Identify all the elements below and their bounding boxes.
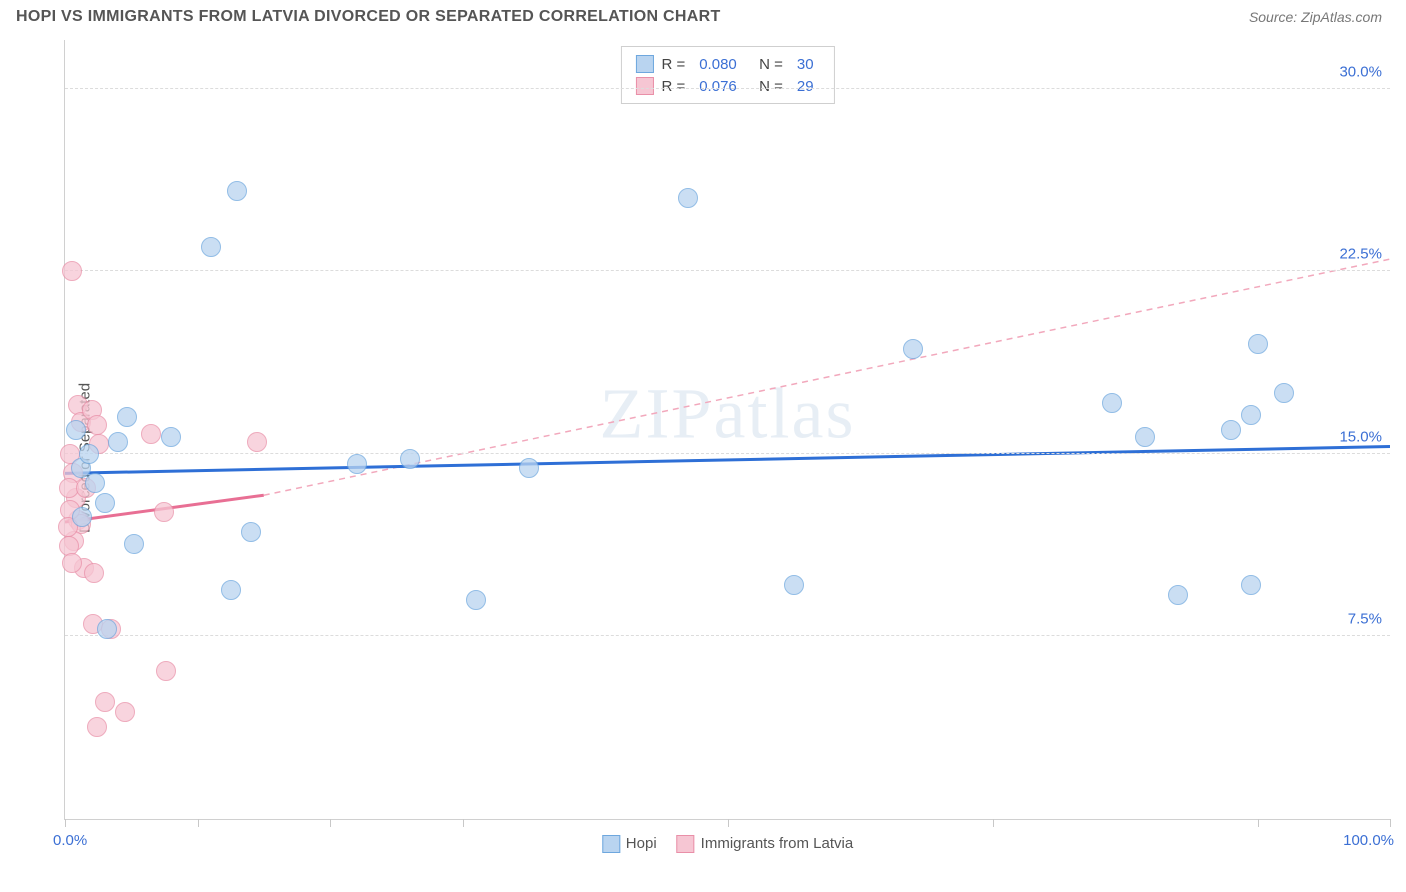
y-tick-label: 30.0% xyxy=(1339,63,1382,80)
legend-row: R = 0.076 N = 29 xyxy=(635,75,819,97)
legend-r-label: R = xyxy=(661,78,685,95)
source-credit: Source: ZipAtlas.com xyxy=(1249,9,1382,25)
legend-r-value: 0.076 xyxy=(699,78,737,95)
trend-lines-svg xyxy=(65,40,1390,819)
scatter-point-hopi xyxy=(85,473,105,493)
scatter-point-latvia xyxy=(87,717,107,737)
x-axis-min-label: 0.0% xyxy=(53,832,87,849)
series-legend-label: Hopi xyxy=(626,835,657,852)
chart-area: Divorced or Separated ZIPatlas R =0.080 … xyxy=(16,40,1390,876)
y-tick-label: 15.0% xyxy=(1339,428,1382,445)
chart-title: HOPI VS IMMIGRANTS FROM LATVIA DIVORCED … xyxy=(16,8,721,26)
x-tick xyxy=(1390,819,1391,827)
legend-swatch xyxy=(602,835,620,853)
scatter-point-hopi xyxy=(1248,334,1268,354)
scatter-point-hopi xyxy=(241,522,261,542)
scatter-point-hopi xyxy=(227,181,247,201)
scatter-point-hopi xyxy=(97,619,117,639)
scatter-point-latvia xyxy=(62,553,82,573)
scatter-point-latvia xyxy=(156,661,176,681)
scatter-point-hopi xyxy=(784,575,804,595)
scatter-point-hopi xyxy=(519,458,539,478)
legend-swatch xyxy=(635,77,653,95)
legend-n-value: 29 xyxy=(797,78,814,95)
scatter-point-latvia xyxy=(62,261,82,281)
scatter-point-hopi xyxy=(66,420,86,440)
scatter-point-hopi xyxy=(400,449,420,469)
scatter-point-hopi xyxy=(117,407,137,427)
scatter-point-latvia xyxy=(84,563,104,583)
correlation-legend: R = 0.080 N = 30 R = 0.076 N = 29 xyxy=(620,46,834,104)
gridline xyxy=(65,270,1390,271)
watermark: ZIPatlas xyxy=(600,372,856,455)
legend-swatch xyxy=(677,835,695,853)
scatter-point-hopi xyxy=(221,580,241,600)
scatter-point-hopi xyxy=(903,339,923,359)
scatter-point-hopi xyxy=(1241,575,1261,595)
scatter-point-latvia xyxy=(154,502,174,522)
watermark-thin: atlas xyxy=(714,373,856,453)
scatter-point-hopi xyxy=(678,188,698,208)
gridline xyxy=(65,635,1390,636)
watermark-bold: ZIP xyxy=(600,373,714,453)
scatter-point-hopi xyxy=(1274,383,1294,403)
series-legend: Hopi Immigrants from Latvia xyxy=(602,835,853,853)
legend-n-label: N = xyxy=(751,56,783,73)
scatter-point-hopi xyxy=(95,493,115,513)
scatter-point-hopi xyxy=(124,534,144,554)
scatter-point-latvia xyxy=(247,432,267,452)
legend-r-label: R = xyxy=(661,56,685,73)
scatter-point-latvia xyxy=(141,424,161,444)
x-tick xyxy=(463,819,464,827)
scatter-point-hopi xyxy=(201,237,221,257)
legend-row: R = 0.080 N = 30 xyxy=(635,53,819,75)
gridline xyxy=(65,453,1390,454)
scatter-point-hopi xyxy=(1241,405,1261,425)
x-tick xyxy=(330,819,331,827)
gridline xyxy=(65,88,1390,89)
legend-swatch xyxy=(635,55,653,73)
series-legend-item: Hopi xyxy=(602,835,657,853)
scatter-point-latvia xyxy=(87,415,107,435)
legend-n-label: N = xyxy=(751,78,783,95)
series-legend-label: Immigrants from Latvia xyxy=(701,835,854,852)
x-axis-max-label: 100.0% xyxy=(1343,832,1394,849)
x-tick xyxy=(198,819,199,827)
scatter-point-hopi xyxy=(1135,427,1155,447)
legend-r-value: 0.080 xyxy=(699,56,737,73)
scatter-point-hopi xyxy=(72,507,92,527)
plot-region: ZIPatlas R =0.080 N =30R =0.076 N =29 Ho… xyxy=(64,40,1390,820)
x-tick xyxy=(65,819,66,827)
x-tick xyxy=(993,819,994,827)
x-tick xyxy=(1258,819,1259,827)
scatter-point-hopi xyxy=(1102,393,1122,413)
scatter-point-hopi xyxy=(347,454,367,474)
scatter-point-latvia xyxy=(115,702,135,722)
chart-header: HOPI VS IMMIGRANTS FROM LATVIA DIVORCED … xyxy=(0,0,1406,30)
series-legend-item: Immigrants from Latvia xyxy=(677,835,854,853)
scatter-point-hopi xyxy=(79,444,99,464)
scatter-point-hopi xyxy=(161,427,181,447)
scatter-point-hopi xyxy=(108,432,128,452)
scatter-point-hopi xyxy=(1221,420,1241,440)
x-tick xyxy=(728,819,729,827)
scatter-point-hopi xyxy=(1168,585,1188,605)
y-tick-label: 7.5% xyxy=(1348,611,1382,628)
scatter-point-hopi xyxy=(466,590,486,610)
scatter-point-latvia xyxy=(95,692,115,712)
legend-n-value: 30 xyxy=(797,56,814,73)
y-tick-label: 22.5% xyxy=(1339,246,1382,263)
